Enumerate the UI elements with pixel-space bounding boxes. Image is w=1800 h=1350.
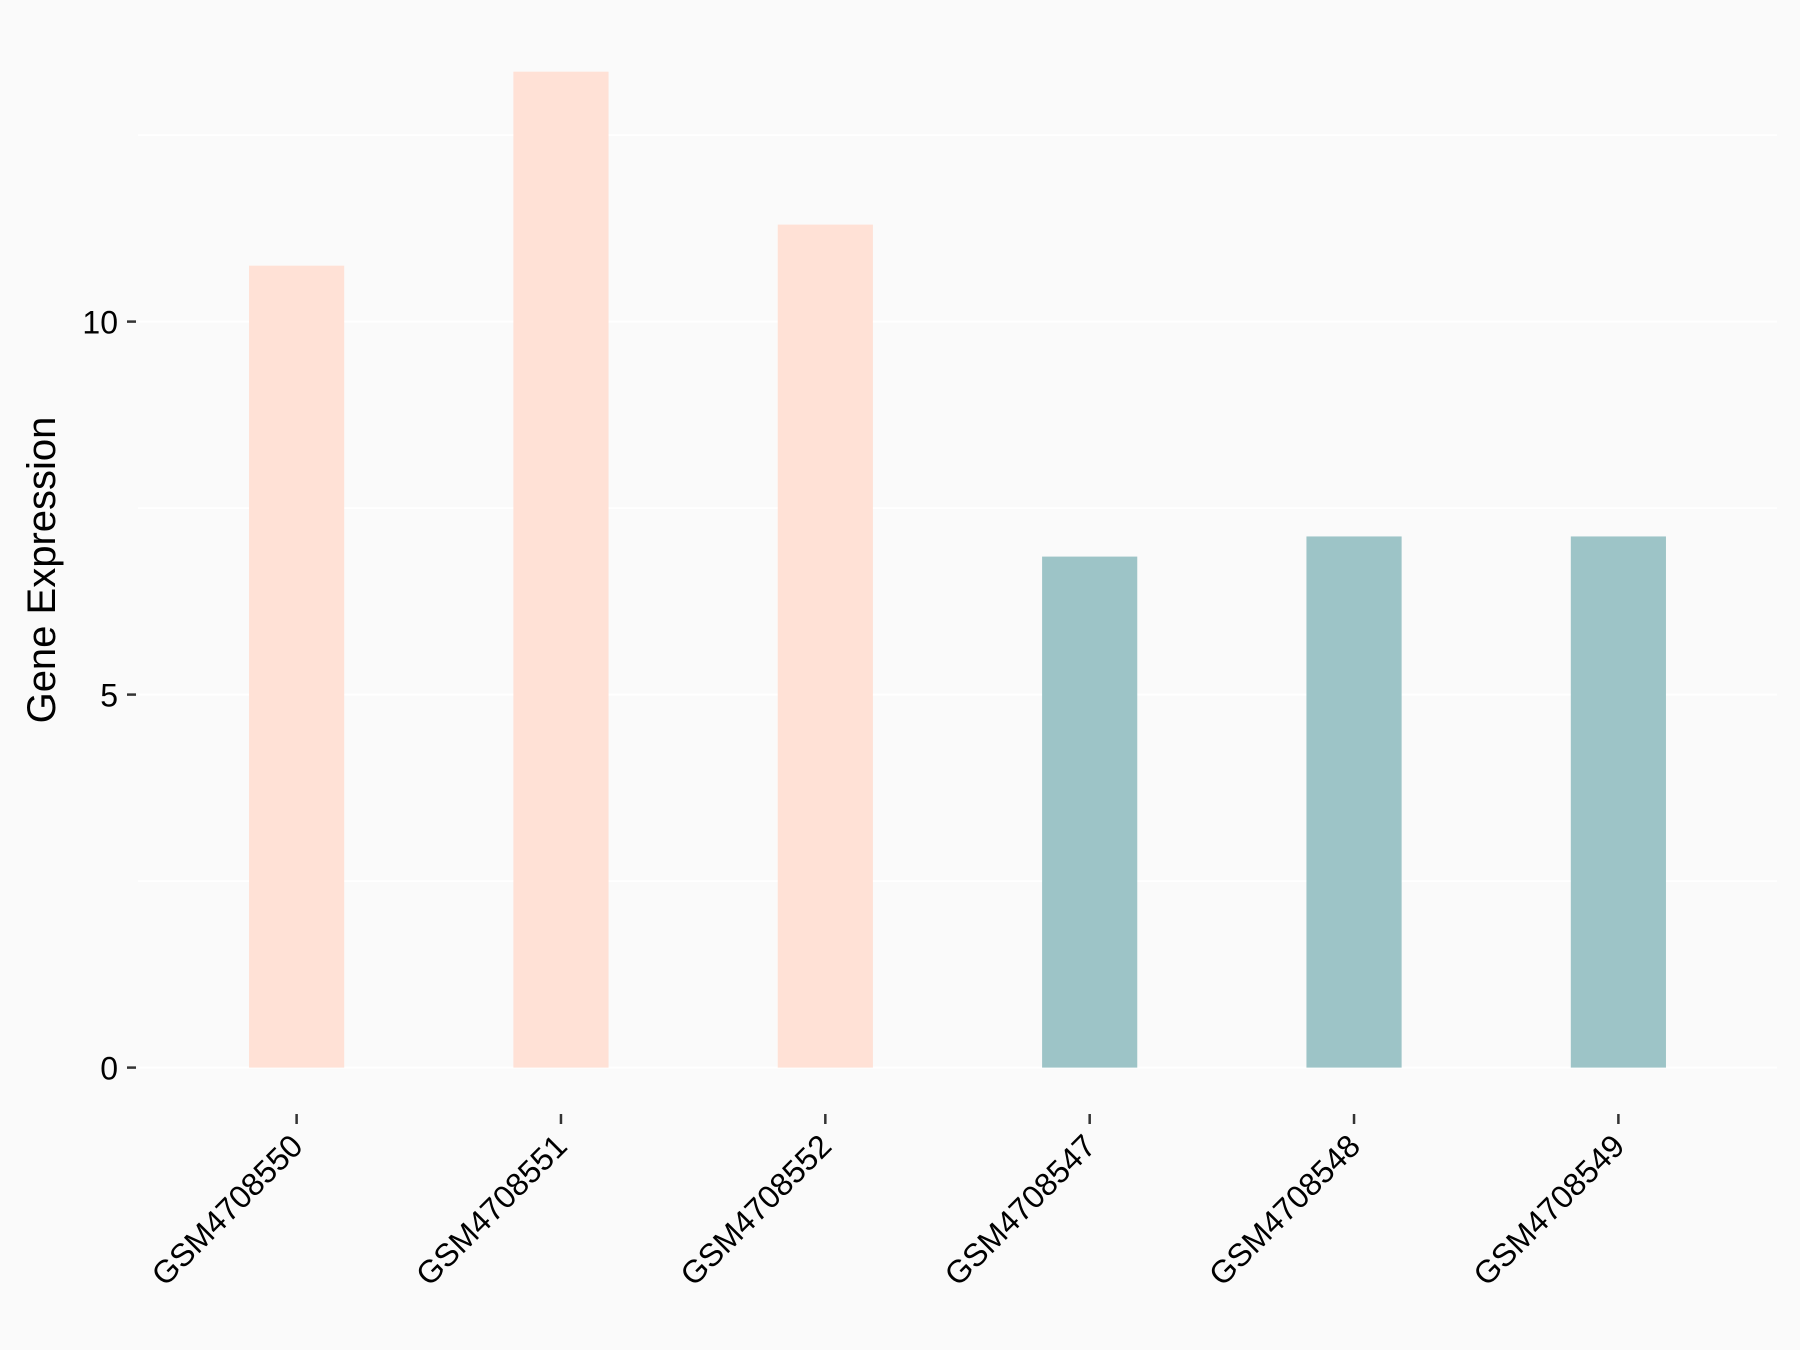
bar-GSM4708547 bbox=[1042, 556, 1138, 1068]
grid bbox=[138, 134, 1777, 1069]
bar-GSM4708552 bbox=[777, 224, 873, 1068]
y-tick-label: 0 bbox=[100, 1051, 118, 1087]
y-axis-label: Gene Expression bbox=[20, 417, 64, 724]
bar-GSM4708548 bbox=[1306, 536, 1402, 1068]
bar-GSM4708550 bbox=[249, 265, 345, 1068]
bars bbox=[249, 71, 1666, 1068]
y-tick-label: 10 bbox=[82, 305, 118, 341]
bar-GSM4708551 bbox=[513, 71, 609, 1068]
y-axis: 0 5 10 bbox=[82, 305, 136, 1087]
bar-GSM4708549 bbox=[1570, 536, 1666, 1068]
y-tick-label: 5 bbox=[100, 678, 118, 714]
